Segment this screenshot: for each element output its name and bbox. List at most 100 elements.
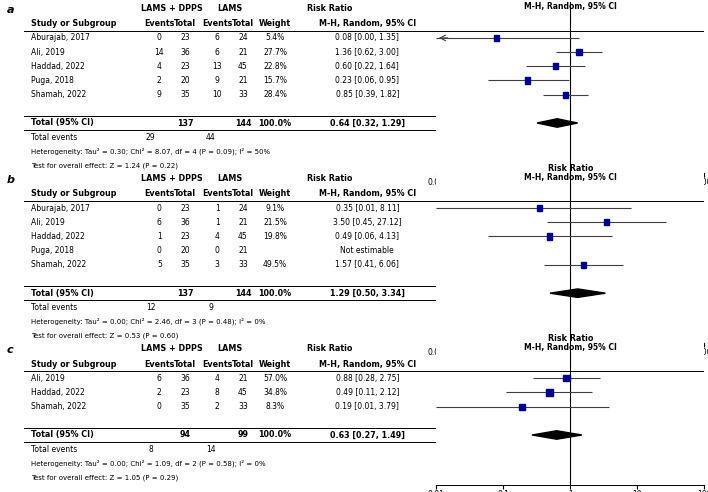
Text: 1: 1: [157, 232, 161, 241]
Text: Total events: Total events: [30, 133, 77, 142]
Text: Favours LAMS + DPPS: Favours LAMS + DPPS: [445, 373, 524, 379]
Text: 45: 45: [238, 62, 248, 71]
Bar: [537, 205, 542, 211]
Text: 27.7%: 27.7%: [263, 48, 287, 57]
Text: Heterogeneity: Tau² = 0.00; Chi² = 1.09, df = 2 (P = 0.58); I² = 0%: Heterogeneity: Tau² = 0.00; Chi² = 1.09,…: [30, 460, 266, 467]
Text: 137: 137: [177, 119, 193, 127]
Text: Puga, 2018: Puga, 2018: [30, 76, 74, 85]
Text: Risk Ratio: Risk Ratio: [307, 174, 353, 183]
Text: Total: Total: [232, 189, 254, 198]
Text: 4: 4: [157, 62, 161, 71]
Text: Total: Total: [232, 19, 254, 28]
Text: Risk Ratio: Risk Ratio: [547, 164, 593, 173]
Text: 0.08 [0.00, 1.35]: 0.08 [0.00, 1.35]: [336, 33, 399, 42]
Text: 0: 0: [157, 402, 161, 411]
Text: 4: 4: [215, 374, 219, 383]
Text: 45: 45: [238, 388, 248, 397]
Text: Test for overall effect: Z = 0.53 (P = 0.60): Test for overall effect: Z = 0.53 (P = 0…: [30, 333, 178, 339]
Text: 9: 9: [157, 90, 161, 99]
Text: 9: 9: [208, 303, 213, 312]
Text: Events: Events: [144, 360, 175, 369]
Text: 94: 94: [180, 430, 190, 439]
Text: 13: 13: [212, 62, 222, 71]
Text: 99: 99: [237, 430, 249, 439]
Text: 0: 0: [157, 33, 161, 42]
Text: 36: 36: [181, 48, 190, 57]
Text: LAMS + DPPS: LAMS + DPPS: [142, 174, 203, 183]
Text: 24: 24: [238, 33, 248, 42]
Text: 6: 6: [215, 48, 219, 57]
Text: Total: Total: [174, 360, 196, 369]
Text: 1.29 [0.50, 3.34]: 1.29 [0.50, 3.34]: [330, 289, 405, 298]
Text: 22.8%: 22.8%: [263, 62, 287, 71]
Text: LAMS: LAMS: [217, 344, 243, 353]
Text: Study or Subgroup: Study or Subgroup: [30, 189, 116, 198]
Text: 6: 6: [215, 33, 219, 42]
Text: 23: 23: [181, 33, 190, 42]
Text: Favours LAMS alone: Favours LAMS alone: [610, 203, 682, 209]
Text: Events: Events: [144, 189, 175, 198]
Text: 49.5%: 49.5%: [263, 260, 287, 269]
Text: 12: 12: [146, 303, 156, 312]
Text: LAMS: LAMS: [217, 3, 243, 13]
Text: 21: 21: [238, 48, 248, 57]
Text: 14: 14: [206, 445, 216, 454]
Text: Favours LAMS alone: Favours LAMS alone: [610, 373, 682, 379]
Bar: [546, 389, 553, 396]
Text: 0.85 [0.39, 1.82]: 0.85 [0.39, 1.82]: [336, 90, 399, 99]
Text: LAMS + DPPS: LAMS + DPPS: [142, 3, 203, 13]
Bar: [547, 233, 552, 240]
Polygon shape: [532, 430, 582, 439]
Text: Ali, 2019: Ali, 2019: [30, 374, 64, 383]
Text: 0.49 [0.06, 4.13]: 0.49 [0.06, 4.13]: [336, 232, 399, 241]
Text: 33: 33: [238, 260, 248, 269]
Text: M-H, Random, 95% CI: M-H, Random, 95% CI: [524, 343, 617, 352]
Text: 0.88 [0.28, 2.75]: 0.88 [0.28, 2.75]: [336, 374, 399, 383]
Text: 36: 36: [181, 218, 190, 227]
Text: 1: 1: [215, 204, 219, 213]
Text: 9.1%: 9.1%: [266, 204, 285, 213]
Text: 23: 23: [181, 232, 190, 241]
Text: Haddad, 2022: Haddad, 2022: [30, 388, 84, 397]
Text: 19.8%: 19.8%: [263, 232, 287, 241]
Text: 21: 21: [238, 246, 248, 255]
Text: Study or Subgroup: Study or Subgroup: [30, 19, 116, 28]
Text: M-H, Random, 95% CI: M-H, Random, 95% CI: [524, 2, 617, 11]
Text: 33: 33: [238, 90, 248, 99]
Text: 24: 24: [238, 204, 248, 213]
Text: M-H, Random, 95% CI: M-H, Random, 95% CI: [524, 173, 617, 182]
Bar: [563, 92, 569, 98]
Text: 35: 35: [181, 90, 190, 99]
Text: 2: 2: [157, 388, 161, 397]
Text: 137: 137: [177, 289, 193, 298]
Text: 14: 14: [154, 48, 164, 57]
Text: 20: 20: [181, 246, 190, 255]
Text: Risk Ratio: Risk Ratio: [307, 3, 353, 13]
Text: 0.49 [0.11, 2.12]: 0.49 [0.11, 2.12]: [336, 388, 399, 397]
Text: 44: 44: [206, 133, 216, 142]
Text: 21: 21: [238, 218, 248, 227]
Text: 36: 36: [181, 374, 190, 383]
Text: Total: Total: [174, 19, 196, 28]
Text: Heterogeneity: Tau² = 0.30; Chi² = 8.07, df = 4 (P = 0.09); I² = 50%: Heterogeneity: Tau² = 0.30; Chi² = 8.07,…: [30, 148, 270, 155]
Text: 3: 3: [215, 260, 219, 269]
Text: Events: Events: [202, 189, 232, 198]
Text: 5.4%: 5.4%: [266, 33, 285, 42]
Text: 144: 144: [235, 119, 251, 127]
Text: 0: 0: [157, 246, 161, 255]
Text: 8: 8: [149, 445, 153, 454]
Text: LAMS + DPPS: LAMS + DPPS: [142, 344, 203, 353]
Text: 35: 35: [181, 260, 190, 269]
Text: 23: 23: [181, 62, 190, 71]
Text: M-H, Random, 95% CI: M-H, Random, 95% CI: [319, 19, 416, 28]
Text: 34.8%: 34.8%: [263, 388, 287, 397]
Text: 2: 2: [215, 402, 219, 411]
Text: Weight: Weight: [259, 360, 291, 369]
Bar: [564, 375, 570, 381]
Text: Total events: Total events: [30, 303, 77, 312]
Text: 23: 23: [181, 204, 190, 213]
Text: 0: 0: [215, 246, 219, 255]
Bar: [604, 219, 610, 225]
Text: 21: 21: [238, 374, 248, 383]
Polygon shape: [550, 289, 605, 298]
